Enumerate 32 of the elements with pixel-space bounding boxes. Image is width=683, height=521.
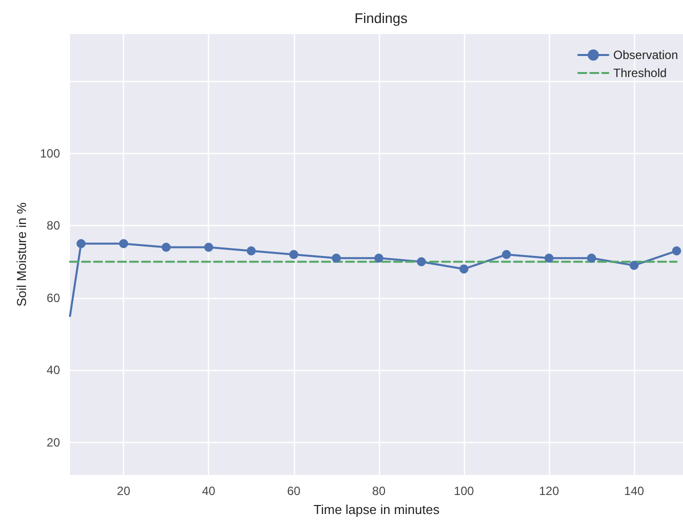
x-axis-title: Time lapse in minutes [314,502,440,517]
legend-label: Observation [613,48,678,62]
point [204,242,214,252]
point [502,250,511,259]
point [672,246,682,256]
point [544,254,554,263]
y-tick-label: 80 [46,218,60,233]
chart-title: Findings [354,10,408,26]
x-tick-label: 100 [454,484,474,498]
point [289,250,298,259]
x-tick-label: 20 [116,484,131,498]
y-tick-label: 40 [46,363,60,378]
x-tick-label: 80 [372,484,386,498]
point [416,257,426,266]
point [374,254,384,263]
point [246,246,256,256]
y-tick-label: 60 [46,290,60,305]
point [630,260,639,270]
y-axis-title: Soil Moisture in % [14,202,29,307]
x-tick-label: 60 [287,484,301,498]
point [162,242,171,252]
point [587,254,596,263]
point [76,239,86,248]
point [332,254,341,263]
point [119,239,128,248]
x-tick-label: 120 [538,484,560,498]
y-tick-label: 100 [40,146,60,160]
legend-label: Threshold [613,66,667,80]
y-tick-label: 20 [46,435,60,450]
x-tick-label: 140 [624,484,644,498]
point [459,264,468,274]
x-tick-label: 40 [202,484,216,498]
